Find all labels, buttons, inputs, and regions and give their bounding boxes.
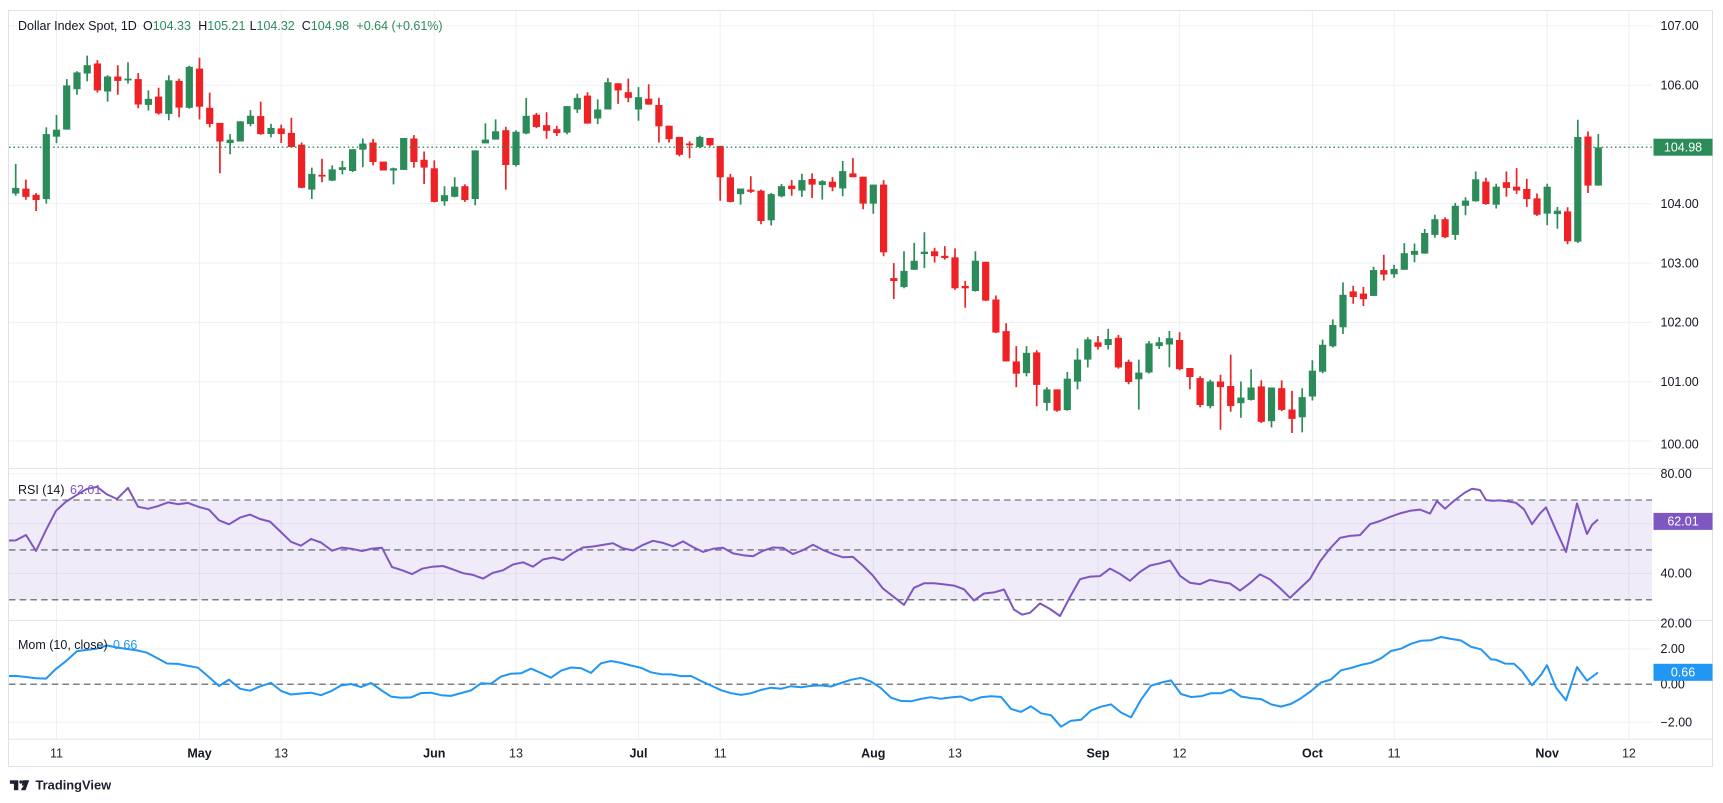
svg-text:12: 12 [1622,747,1636,761]
svg-text:Sep: Sep [1087,747,1110,761]
svg-text:13: 13 [948,747,962,761]
svg-text:0.00: 0.00 [1661,678,1685,692]
svg-text:104.33: 104.33 [153,19,191,33]
svg-text:104.32: 104.32 [257,19,295,33]
svg-text:80.00: 80.00 [1661,467,1692,481]
svg-text:12: 12 [1173,747,1187,761]
svg-text:Mom (10, close): Mom (10, close) [18,638,108,652]
svg-text:0.66: 0.66 [1671,666,1695,680]
svg-text:103.00: 103.00 [1661,256,1699,270]
svg-text:H: H [198,19,207,33]
svg-text:20.00: 20.00 [1661,616,1692,630]
svg-text:Oct: Oct [1302,747,1324,761]
svg-text:11: 11 [714,747,727,761]
svg-text:104.98: 104.98 [1664,141,1702,155]
svg-text:102.00: 102.00 [1661,316,1699,330]
svg-text:May: May [187,747,211,761]
svg-text:13: 13 [509,747,523,761]
svg-text:C: C [302,19,311,33]
svg-text:−2.00: −2.00 [1661,715,1693,729]
svg-text:+0.64 (+0.61%): +0.64 (+0.61%) [356,19,442,33]
svg-text:105.21: 105.21 [207,19,245,33]
svg-text:Nov: Nov [1535,747,1559,761]
svg-text:104.00: 104.00 [1661,197,1699,211]
svg-text:100.00: 100.00 [1661,437,1699,451]
svg-text:Jun: Jun [423,747,445,761]
svg-text:Dollar Index Spot, 1D: Dollar Index Spot, 1D [18,19,137,33]
svg-text:11: 11 [1388,747,1401,761]
svg-text:L: L [250,19,257,33]
svg-text:104.98: 104.98 [311,19,349,33]
svg-text:101.00: 101.00 [1661,375,1699,389]
svg-text:106.00: 106.00 [1661,79,1699,93]
svg-text:11: 11 [50,747,63,761]
svg-text:62.01: 62.01 [70,483,101,497]
svg-text:Jul: Jul [629,747,647,761]
svg-text:TradingView: TradingView [36,778,113,793]
svg-text:40.00: 40.00 [1661,567,1692,581]
svg-text:107.00: 107.00 [1661,19,1699,33]
svg-text:0.66: 0.66 [113,638,137,652]
svg-text:13: 13 [274,747,288,761]
svg-text:62.01: 62.01 [1667,515,1698,529]
svg-text:RSI (14): RSI (14) [18,483,65,497]
svg-text:Aug: Aug [861,747,885,761]
svg-text:2.00: 2.00 [1661,642,1685,656]
svg-text:O: O [143,19,153,33]
